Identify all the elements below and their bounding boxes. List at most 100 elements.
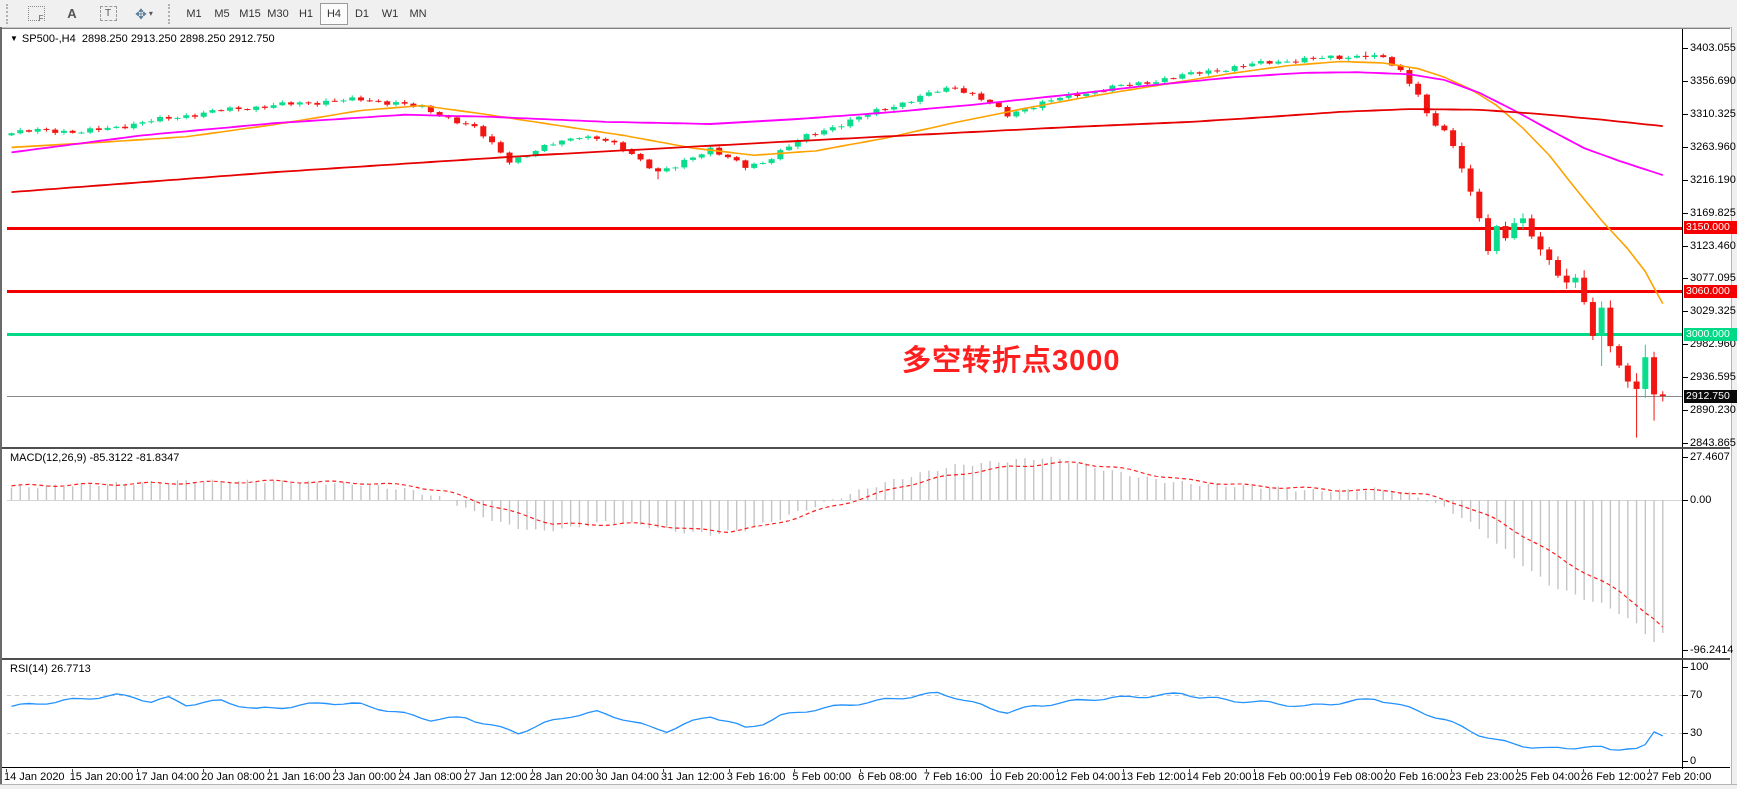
- time-axis-label: 23 Jan 00:00: [332, 771, 397, 783]
- time-axis-label: 23 Feb 23:00: [1449, 771, 1515, 783]
- time-axis-label: 27 Feb 20:00: [1646, 771, 1712, 783]
- insert-text-button[interactable]: T: [91, 2, 125, 26]
- grid-f-icon: F: [27, 6, 45, 23]
- price-axis-label: 2843.865: [1690, 437, 1736, 449]
- macd-axis-label: 0.00: [1690, 494, 1712, 506]
- rsi-axis-label: 100: [1690, 661, 1709, 673]
- time-axis-label: 14 Feb 20:00: [1186, 771, 1252, 783]
- price-axis-label: 3263.960: [1690, 140, 1736, 153]
- toolbar: F A T ✥ ▾ M1 M5 M15 M30 H1 H4 D1 W1 MN: [0, 0, 1737, 28]
- chart-quick-menu-icon[interactable]: ▼: [10, 34, 18, 43]
- chart-text-annotation[interactable]: 多空转折点3000: [902, 345, 1121, 377]
- chart-top-border: [2, 28, 1730, 29]
- price-axis-label: 3169.825: [1690, 206, 1736, 219]
- window-right-border: [1731, 27, 1737, 789]
- timeframe-button-h1[interactable]: H1: [298, 7, 314, 20]
- time-axis-label: 21 Jan 16:00: [266, 771, 331, 783]
- time-axis-tick: [925, 769, 927, 772]
- time-axis-tick: [1648, 769, 1650, 772]
- time-axis-tick: [663, 769, 664, 772]
- time-axis-label: 30 Jan 04:00: [595, 771, 659, 783]
- time-axis-tick: [400, 769, 402, 772]
- timeframe-button-h4[interactable]: H4: [320, 2, 348, 25]
- timeframe-button-m30[interactable]: M30: [267, 7, 289, 20]
- price-tag: 3150.000: [1684, 221, 1737, 235]
- time-axis-tick: [203, 769, 205, 772]
- price-axis-tick: [1683, 344, 1688, 346]
- time-axis-label: 24 Jan 08:00: [398, 771, 462, 783]
- insert-label-button[interactable]: A: [55, 2, 89, 26]
- time-axis-label: 27 Jan 12:00: [463, 771, 528, 783]
- rsi-indicator-canvas[interactable]: [7, 660, 1682, 767]
- price-axis-tick: [1683, 48, 1688, 49]
- arrows-icon: ✥: [135, 5, 147, 22]
- price-tag: 3060.000: [1684, 285, 1737, 298]
- macd-indicator-canvas[interactable]: [7, 449, 1682, 657]
- timeframe-button-mn[interactable]: MN: [409, 7, 427, 20]
- time-axis-label: 6 Feb 08:00: [858, 771, 917, 783]
- time-axis-label: 17 Jan 04:00: [135, 771, 200, 783]
- rsi-axis-tick: [1683, 695, 1688, 696]
- time-axis-label: 12 Feb 04:00: [1055, 771, 1121, 783]
- timeframe-button-m5[interactable]: M5: [214, 7, 230, 20]
- time-axis-label: 7 Feb 16:00: [923, 771, 983, 783]
- time-axis-tick: [6, 769, 7, 772]
- window-bottom-border: [0, 784, 1737, 789]
- letter-a-icon: A: [67, 6, 77, 21]
- time-axis-tick: [1188, 769, 1190, 772]
- price-axis-label: 3077.095: [1690, 272, 1736, 285]
- time-axis-tick: [1057, 769, 1059, 772]
- timeframe-button-w1[interactable]: W1: [381, 7, 399, 20]
- arrows-tool-button[interactable]: ✥ ▾: [127, 2, 161, 26]
- time-axis-label: 18 Feb 00:00: [1252, 771, 1318, 783]
- macd-axis-tick: [1683, 500, 1688, 501]
- time-axis-tick: [268, 769, 270, 772]
- dropdown-caret-icon: ▾: [148, 9, 153, 18]
- price-axis-label: 3356.690: [1690, 74, 1736, 87]
- time-axis-tick: [137, 769, 139, 772]
- macd-rsi-splitter[interactable]: [2, 658, 1730, 660]
- main-macd-splitter[interactable]: [2, 447, 1730, 449]
- time-axis-border: [2, 767, 1730, 768]
- price-axis-label: 3216.190: [1690, 173, 1736, 186]
- price-axis-label: 3123.460: [1690, 239, 1736, 252]
- timeframe-button-m15[interactable]: M15: [239, 7, 261, 20]
- rsi-axis-label: 30: [1690, 727, 1703, 739]
- time-axis-label: 20 Feb 16:00: [1383, 771, 1449, 783]
- price-axis-tick: [1683, 443, 1688, 444]
- time-axis-tick: [1254, 769, 1256, 772]
- time-axis-label: 5 Feb 00:00: [792, 771, 852, 783]
- price-axis-tick: [1683, 311, 1688, 313]
- time-axis-label: 14 Jan 2020: [4, 771, 65, 783]
- timeframe-button-d1[interactable]: D1: [354, 7, 370, 20]
- toolbar-grip-2[interactable]: [168, 3, 174, 24]
- price-axis-tick: [1683, 245, 1688, 247]
- timeframe-button-m1[interactable]: M1: [186, 7, 202, 20]
- price-axis-tick: [1683, 377, 1688, 379]
- price-axis-label: 3403.055: [1690, 42, 1736, 54]
- time-axis-label: 13 Feb 12:00: [1120, 771, 1186, 783]
- rsi-axis-tick: [1683, 733, 1688, 734]
- price-axis-tick: [1683, 113, 1688, 115]
- price-axis-tick: [1683, 278, 1688, 280]
- price-tag: 2912.750: [1684, 389, 1737, 403]
- price-chart-canvas[interactable]: [7, 30, 1682, 447]
- time-axis-label: 26 Feb 12:00: [1580, 771, 1646, 783]
- time-axis-tick: [1385, 769, 1387, 772]
- macd-panel-label: MACD(12,26,9) -85.3122 -81.8347: [10, 452, 180, 464]
- price-axis-label: 3029.325: [1690, 305, 1736, 318]
- time-axis-tick: [1451, 769, 1453, 772]
- time-axis-tick: [991, 769, 993, 772]
- time-axis-tick: [860, 769, 862, 772]
- time-axis-label: 28 Jan 20:00: [529, 771, 594, 783]
- price-axis-tick: [1683, 80, 1688, 82]
- time-axis-tick: [531, 769, 533, 772]
- template-grid-button[interactable]: F: [19, 2, 53, 26]
- time-axis-tick: [71, 769, 73, 772]
- time-axis-tick: [1320, 769, 1321, 772]
- price-axis-tick: [1683, 146, 1688, 148]
- time-axis-tick: [1582, 769, 1584, 772]
- toolbar-grip[interactable]: [6, 3, 12, 24]
- price-axis-tick: [1683, 179, 1688, 181]
